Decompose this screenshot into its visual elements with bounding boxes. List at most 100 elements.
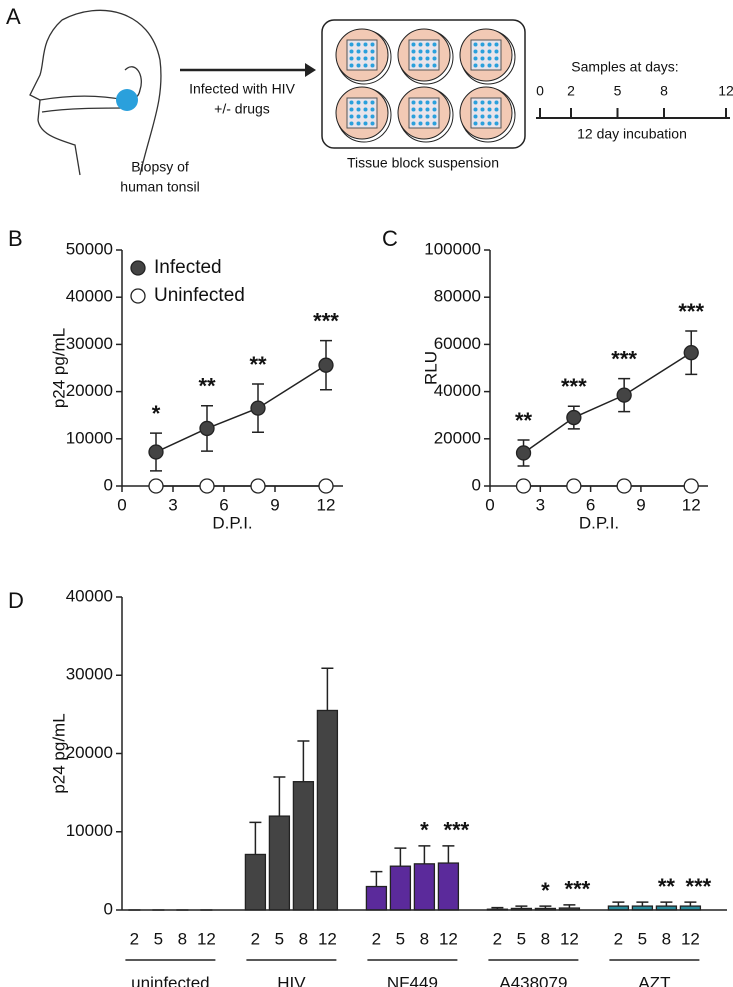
- dot: [411, 56, 416, 61]
- x-tick-label: 6: [219, 495, 228, 514]
- y-axis-title: RLU: [421, 351, 440, 385]
- dot: [418, 42, 423, 47]
- y-tick-label: 20000: [66, 381, 113, 400]
- x-tick-label: 2: [372, 929, 381, 948]
- x-tick-label: 6: [586, 495, 595, 514]
- dot: [487, 49, 492, 54]
- dot: [370, 63, 375, 68]
- dot: [370, 49, 375, 54]
- x-axis-title: D.P.I.: [212, 513, 252, 532]
- group-label: uninfected: [131, 973, 209, 987]
- group-label: A438079: [499, 973, 567, 987]
- y-tick-label: 30000: [66, 665, 113, 684]
- caption: human tonsil: [120, 179, 199, 195]
- dot: [432, 121, 437, 126]
- x-tick-label: 0: [117, 495, 126, 514]
- dot: [349, 114, 354, 119]
- marker: [250, 478, 266, 494]
- x-tick-label: 12: [439, 929, 458, 948]
- significance: ***: [561, 374, 587, 399]
- timeline-label: 0: [536, 83, 544, 99]
- error-bar: [370, 870, 383, 887]
- y-tick-label: 30000: [66, 334, 113, 353]
- dot: [349, 56, 354, 61]
- error-bar: [249, 821, 262, 855]
- x-tick-label: 12: [681, 929, 700, 948]
- x-axis-title: D.P.I.: [579, 513, 619, 532]
- marker: [683, 478, 699, 494]
- error-bar: [660, 901, 673, 907]
- dot: [356, 100, 361, 105]
- dot: [370, 121, 375, 126]
- dot: [480, 56, 485, 61]
- dot: [494, 42, 499, 47]
- marker: [199, 420, 215, 437]
- bar: [365, 885, 388, 911]
- dot: [356, 56, 361, 61]
- dot: [349, 63, 354, 68]
- dot: [480, 42, 485, 47]
- dot: [487, 107, 492, 112]
- y-tick-label: 20000: [66, 743, 113, 762]
- dot: [349, 42, 354, 47]
- marker: [318, 357, 334, 373]
- x-tick-label: 5: [154, 929, 163, 948]
- timeline-label: 2: [567, 83, 575, 99]
- group-label: NF449: [387, 973, 438, 987]
- x-tick-label: 8: [299, 929, 308, 948]
- y-tick-label: 40000: [66, 586, 113, 605]
- dot: [473, 100, 478, 105]
- x-tick-label: 3: [168, 495, 177, 514]
- marker: [318, 478, 334, 494]
- dot: [349, 107, 354, 112]
- y-tick-label: 0: [472, 475, 481, 494]
- dot: [425, 49, 430, 54]
- bar: [389, 865, 412, 911]
- wells: [335, 28, 516, 143]
- dot: [473, 56, 478, 61]
- dot: [418, 56, 423, 61]
- dot: [363, 121, 368, 126]
- marker: [250, 400, 266, 416]
- error-bar: [297, 740, 310, 782]
- dot: [418, 100, 423, 105]
- dot: [425, 42, 430, 47]
- x-tick-label: 8: [662, 929, 671, 948]
- dot: [432, 56, 437, 61]
- dot: [411, 114, 416, 119]
- panel-letter: D: [8, 588, 24, 613]
- x-tick-label: 12: [318, 929, 337, 948]
- dot: [473, 107, 478, 112]
- y-tick-label: 60000: [434, 334, 481, 353]
- dot: [370, 100, 375, 105]
- dot: [363, 63, 368, 68]
- dot: [494, 121, 499, 126]
- legend-marker: [130, 288, 146, 304]
- dot: [411, 121, 416, 126]
- significance: ***: [611, 346, 637, 371]
- y-tick-label: 40000: [434, 381, 481, 400]
- x-tick-label: 2: [493, 929, 502, 948]
- group-label: AZT: [638, 973, 670, 987]
- dot: [411, 100, 416, 105]
- marker: [683, 345, 699, 361]
- dot: [356, 121, 361, 126]
- caption: Tissue block suspension: [347, 155, 499, 171]
- marker: [515, 478, 532, 494]
- x-tick-label: 5: [275, 929, 284, 948]
- x-tick-label: 12: [197, 929, 216, 948]
- dot: [418, 121, 423, 126]
- x-tick-label: 9: [270, 495, 279, 514]
- dot: [480, 121, 485, 126]
- dot: [356, 114, 361, 119]
- dot: [473, 42, 478, 47]
- dot: [356, 63, 361, 68]
- dot: [370, 56, 375, 61]
- marker: [515, 445, 532, 461]
- significance: *: [420, 818, 429, 843]
- x-tick-label: 5: [517, 929, 526, 948]
- dot: [487, 114, 492, 119]
- error-bar: [394, 847, 407, 867]
- significance: ***: [444, 818, 470, 843]
